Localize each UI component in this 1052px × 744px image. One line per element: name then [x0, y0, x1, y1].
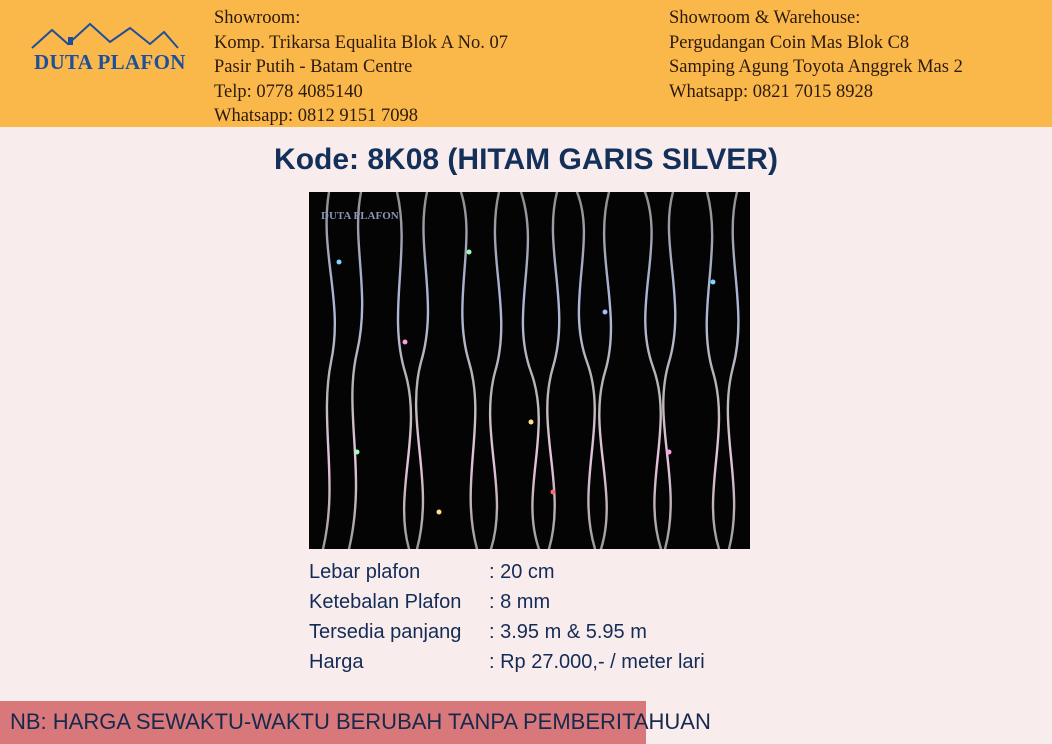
showroom-phone: Telp: 0778 4085140 [214, 81, 363, 102]
spec-label: Harga [309, 651, 364, 673]
warehouse-line: Pergudangan Coin Mas Blok C8 [669, 32, 910, 53]
warehouse-whatsapp: Whatsapp: 0821 7015 8928 [669, 81, 873, 102]
price-change-notice: NB: HARGA SEWAKTU-WAKTU BERUBAH TANPA PE… [0, 701, 711, 744]
spec-label: Tersedia panjang [309, 621, 462, 643]
showroom-line: Komp. Trikarsa Equalita Blok A No. 07 [214, 32, 508, 53]
spec-list: Lebar plafon : 20 cm Ketebalan Plafon : … [309, 557, 809, 677]
showroom-address: Showroom: Komp. Trikarsa Equalita Blok A… [214, 6, 508, 129]
photo-watermark: DUTA PLAFON [321, 210, 399, 222]
spec-label: Ketebalan Plafon [309, 591, 462, 613]
header-banner: DUTA PLAFON Showroom: Komp. Trikarsa Equ… [0, 0, 1052, 127]
brand-logo-text: DUTA PLAFON [34, 50, 186, 74]
spec-row-width: Lebar plafon : 20 cm [309, 557, 809, 587]
spec-value: : 20 cm [489, 561, 555, 583]
product-photo: DUTA PLAFON [309, 192, 750, 549]
warehouse-address: Showroom & Warehouse: Pergudangan Coin M… [669, 6, 963, 104]
spec-row-thickness: Ketebalan Plafon : 8 mm [309, 587, 809, 617]
showroom-line: Showroom: [214, 8, 301, 28]
spec-label: Lebar plafon [309, 561, 421, 583]
showroom-line: Pasir Putih - Batam Centre [214, 57, 413, 77]
notice-text: NB: HARGA SEWAKTU-WAKTU BERUBAH TANPA PE… [10, 709, 711, 734]
house-roof-logo-icon [31, 22, 179, 49]
product-title: Kode: 8K08 (HITAM GARIS SILVER) [274, 143, 778, 176]
warehouse-line: Samping Agung Toyota Anggrek Mas 2 [669, 57, 963, 77]
warehouse-line: Showroom & Warehouse: [669, 8, 861, 28]
spec-row-price: Harga : Rp 27.000,- / meter lari [309, 647, 809, 677]
spec-value: : Rp 27.000,- / meter lari [489, 651, 705, 673]
showroom-whatsapp: Whatsapp: 0812 9151 7098 [214, 106, 418, 126]
silver-wave-lines-pattern [321, 192, 740, 549]
spec-value: : 8 mm [489, 591, 551, 613]
spec-value: : 3.95 m & 5.95 m [489, 621, 647, 643]
spec-row-length: Tersedia panjang : 3.95 m & 5.95 m [309, 617, 809, 647]
